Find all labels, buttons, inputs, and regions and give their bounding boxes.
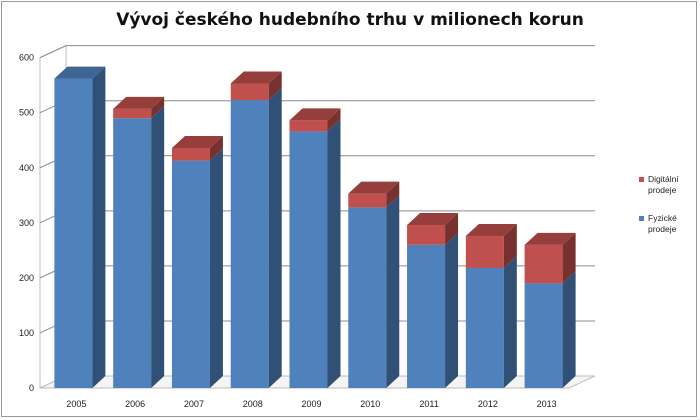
x-tick-label: 2011 bbox=[419, 399, 438, 409]
y-tick-label: 0 bbox=[29, 383, 34, 393]
bar-2007-s0 bbox=[171, 160, 210, 388]
bar-2009-s1 bbox=[289, 120, 328, 132]
bar-top-2008 bbox=[230, 71, 282, 84]
legend-label: Fyzické bbox=[648, 213, 677, 223]
bar-top-2007 bbox=[171, 135, 223, 148]
bar-side-2010-s0 bbox=[386, 195, 400, 388]
bar-top-2009 bbox=[289, 108, 341, 121]
bar-2006-s1 bbox=[113, 108, 152, 119]
bar-side-2007-s1 bbox=[209, 135, 223, 161]
bar-2013-s0 bbox=[524, 283, 563, 388]
legend-swatch bbox=[639, 216, 644, 221]
legend-label: Digitální bbox=[648, 174, 679, 184]
bar-side-2012-s1 bbox=[503, 224, 517, 268]
bar-2010-s0 bbox=[348, 207, 387, 388]
bar-top-2011 bbox=[407, 213, 459, 226]
bar-2006-s0 bbox=[113, 118, 152, 389]
bar-2013-s1 bbox=[524, 244, 563, 284]
bar-2011-s0 bbox=[407, 244, 446, 388]
y-tick-label: 600 bbox=[19, 53, 34, 63]
bar-2008-s1 bbox=[230, 83, 269, 101]
bar-side-2008-s0 bbox=[268, 88, 282, 389]
bar-side-2007-s0 bbox=[209, 148, 223, 388]
bar-top-2005 bbox=[54, 66, 106, 79]
legend-swatch bbox=[639, 177, 644, 182]
bar-side-2006-s1 bbox=[151, 96, 165, 119]
x-tick-label: 2008 bbox=[243, 399, 263, 409]
bar-side-2009-s0 bbox=[327, 119, 341, 388]
bar-side-2005-s0 bbox=[92, 66, 106, 388]
legend-label: prodeje bbox=[648, 224, 677, 234]
bar-2011-s1 bbox=[407, 225, 446, 245]
bar-side-2012-s0 bbox=[503, 255, 517, 388]
bar-side-2011-s0 bbox=[445, 232, 459, 388]
bar-side-2013-s0 bbox=[562, 271, 576, 388]
x-tick-label: 2007 bbox=[184, 399, 204, 409]
bar-side-2006-s0 bbox=[151, 106, 165, 389]
bar-side-2008-s1 bbox=[268, 71, 282, 101]
bar-2008-s0 bbox=[230, 100, 269, 389]
bar-top-2006 bbox=[113, 96, 165, 109]
x-tick-label: 2012 bbox=[478, 399, 498, 409]
y-tick-label: 500 bbox=[19, 108, 34, 118]
bar-2005-s0 bbox=[54, 78, 93, 388]
y-tick-label: 400 bbox=[19, 163, 34, 173]
y-tick-label: 100 bbox=[19, 328, 34, 338]
bar-top-2012 bbox=[465, 224, 517, 237]
bar-side-2009-s1 bbox=[327, 108, 341, 132]
x-tick-label: 2013 bbox=[537, 399, 557, 409]
x-tick-label: 2010 bbox=[360, 399, 380, 409]
bar-2012-s0 bbox=[465, 267, 504, 388]
bar-2010-s1 bbox=[348, 193, 387, 208]
bar-2009-s0 bbox=[289, 131, 328, 388]
bar-top-2013 bbox=[524, 232, 576, 245]
bar-top-2010 bbox=[348, 181, 400, 194]
y-tick-label: 300 bbox=[19, 218, 34, 228]
y-tick-label: 200 bbox=[19, 273, 34, 283]
bar-side-2013-s1 bbox=[562, 232, 576, 284]
bar-2007-s1 bbox=[171, 147, 210, 161]
bar-2012-s1 bbox=[465, 236, 504, 268]
x-tick-label: 2005 bbox=[66, 399, 86, 409]
bar-side-2011-s1 bbox=[445, 213, 459, 245]
chart-title: Vývoj českého hudebního trhu v milionech… bbox=[116, 10, 584, 30]
gridline bbox=[39, 45, 595, 59]
legend-label: prodeje bbox=[648, 185, 677, 195]
bar-side-2010-s1 bbox=[386, 181, 400, 208]
x-tick-label: 2006 bbox=[125, 399, 145, 409]
x-tick-label: 2009 bbox=[301, 399, 321, 409]
